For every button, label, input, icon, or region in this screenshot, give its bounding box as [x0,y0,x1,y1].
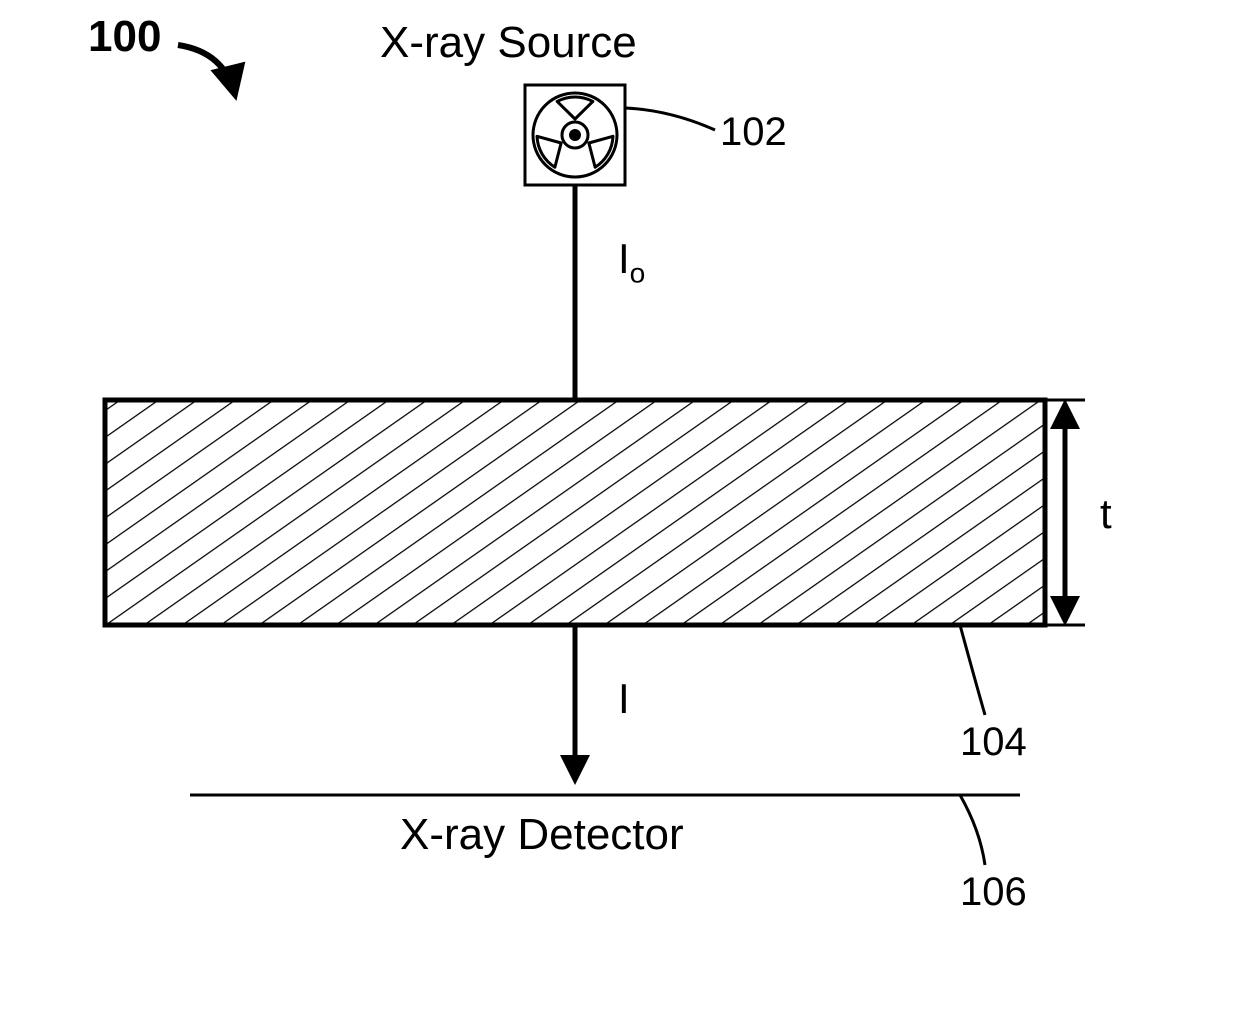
diagram-stage: 100 X-ray Source 102 Io 104 t I X-ray De… [0,0,1240,1019]
detector-title: X-ray Detector [400,810,684,860]
thickness-label: t [1100,490,1112,538]
detector-ref: 106 [960,870,1027,915]
source-title: X-ray Source [380,18,637,68]
slab-ref: 104 [960,720,1027,765]
beam-in-label: Io [618,235,645,289]
source-ref: 102 [720,110,787,155]
beam-out-label: I [618,675,630,723]
diagram-svg [0,0,1240,1019]
beam-in-sub: o [630,257,646,288]
beam-in-I: I [618,235,630,282]
figure-ref-label: 100 [88,12,161,62]
